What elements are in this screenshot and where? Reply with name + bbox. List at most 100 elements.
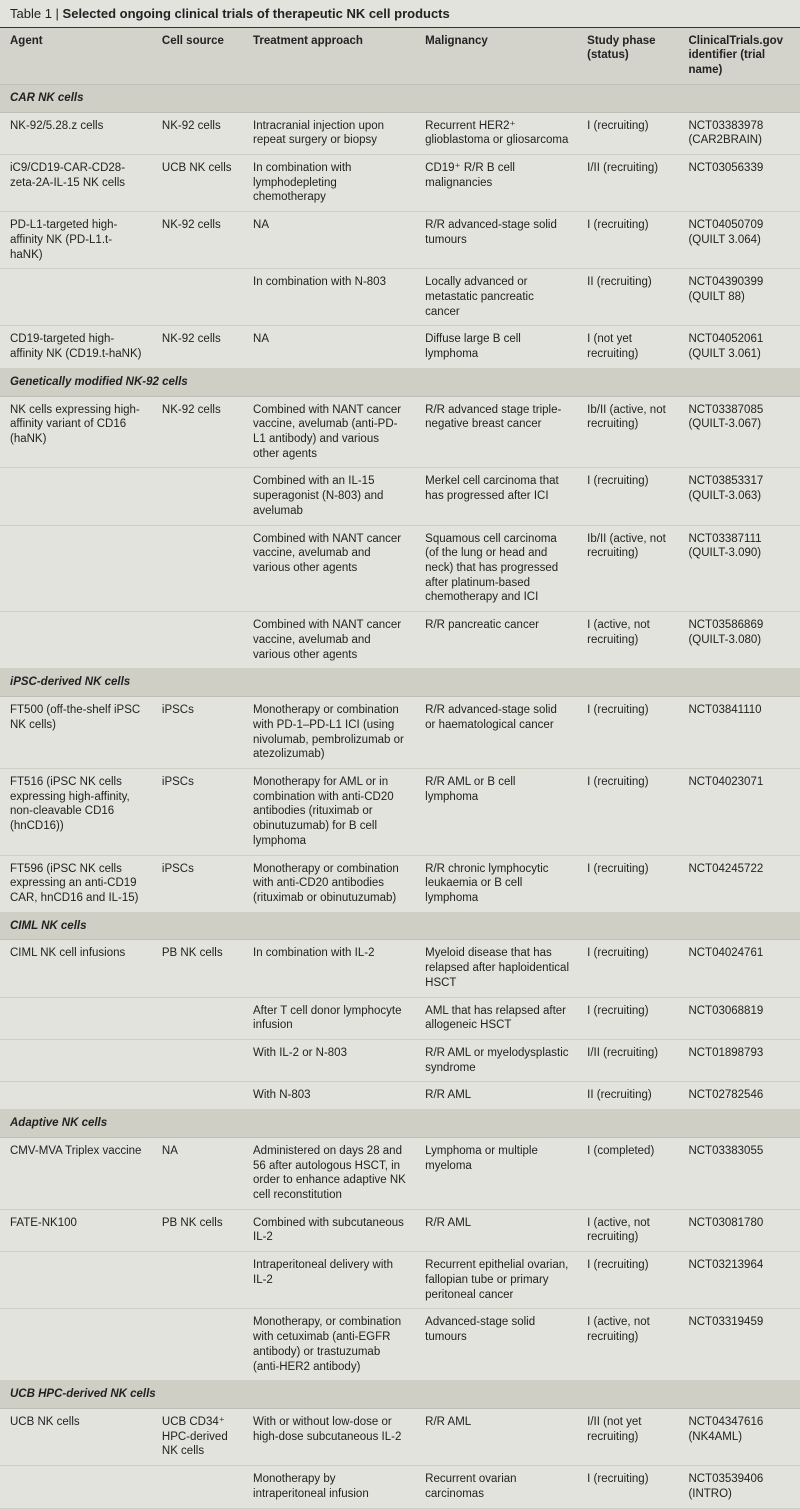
cell-source: PB NK cells	[152, 1209, 243, 1251]
cell-source	[152, 525, 243, 612]
table-row: NK-92/5.28.z cellsNK-92 cellsIntracrania…	[0, 112, 800, 154]
cell-source: NK-92 cells	[152, 212, 243, 269]
table-row: UCB NK cellsUCB CD34⁺ HPC-derived NK cel…	[0, 1408, 800, 1465]
cell-phase: I (recruiting)	[577, 1252, 678, 1309]
table-row: CIML NK cell infusionsPB NK cellsIn comb…	[0, 940, 800, 997]
cell-source: NK-92 cells	[152, 112, 243, 154]
cell-malignancy: Recurrent ovarian carcinomas	[415, 1466, 577, 1508]
cell-phase: I (active, not recruiting)	[577, 1209, 678, 1251]
cell-source: iPSCs	[152, 697, 243, 769]
cell-phase: I (recruiting)	[577, 768, 678, 855]
cell-malignancy: Myeloid disease that has relapsed after …	[415, 940, 577, 997]
section-name: Genetically modified NK-92 cells	[0, 368, 800, 396]
cell-trial-id: NCT03853317 (QUILT-3.063)	[678, 468, 800, 525]
cell-treatment: Monotherapy or combination with anti-CD2…	[243, 855, 415, 912]
cell-phase: I (not yet recruiting)	[577, 326, 678, 368]
cell-malignancy: R/R AML	[415, 1408, 577, 1465]
cell-source: UCB CD34⁺ HPC-derived NK cells	[152, 1408, 243, 1465]
cell-phase: I (recruiting)	[577, 112, 678, 154]
table-row: FATE-NK100PB NK cellsCombined with subcu…	[0, 1209, 800, 1251]
col-trial-id: ClinicalTrials.gov identifier (trial nam…	[678, 28, 800, 85]
cell-malignancy: CD19⁺ R/R B cell malignancies	[415, 154, 577, 211]
cell-treatment: With N-803	[243, 1082, 415, 1110]
cell-agent: FATE-NK100	[0, 1209, 152, 1251]
cell-agent	[0, 525, 152, 612]
cell-source	[152, 468, 243, 525]
table-row: After T cell donor lymphocyte infusionAM…	[0, 997, 800, 1039]
table-row: In combination with N-803Locally advance…	[0, 269, 800, 326]
table-row: FT500 (off-the-shelf iPSC NK cells)iPSCs…	[0, 697, 800, 769]
cell-phase: I/II (recruiting)	[577, 154, 678, 211]
cell-agent	[0, 1466, 152, 1508]
cell-phase: I (recruiting)	[577, 940, 678, 997]
cell-trial-id: NCT04390399 (QUILT 88)	[678, 269, 800, 326]
cell-phase: I (recruiting)	[577, 212, 678, 269]
cell-trial-id: NCT04023071	[678, 768, 800, 855]
cell-treatment: NA	[243, 326, 415, 368]
cell-phase: I (recruiting)	[577, 1466, 678, 1508]
cell-treatment: In combination with IL-2	[243, 940, 415, 997]
cell-source	[152, 269, 243, 326]
section-name: CIML NK cells	[0, 912, 800, 940]
cell-trial-id: NCT03213964	[678, 1252, 800, 1309]
table-row: iC9/CD19-CAR-CD28-zeta-2A-IL-15 NK cells…	[0, 154, 800, 211]
cell-malignancy: Lymphoma or multiple myeloma	[415, 1137, 577, 1209]
cell-agent: PD-L1-targeted high-affinity NK (PD-L1.t…	[0, 212, 152, 269]
cell-malignancy: Squamous cell carcinoma (of the lung or …	[415, 525, 577, 612]
cell-phase: I (recruiting)	[577, 468, 678, 525]
table-row: Combined with an IL-15 superagonist (N-8…	[0, 468, 800, 525]
cell-trial-id: NCT04347616 (NK4AML)	[678, 1408, 800, 1465]
cell-trial-id: NCT03068819	[678, 997, 800, 1039]
table-row: Combined with NANT cancer vaccine, avelu…	[0, 525, 800, 612]
cell-malignancy: Recurrent epithelial ovarian, fallopian …	[415, 1252, 577, 1309]
cell-malignancy: R/R advanced-stage solid or haematologic…	[415, 697, 577, 769]
cell-treatment: Monotherapy by intraperitoneal infusion	[243, 1466, 415, 1508]
cell-trial-id: NCT04024761	[678, 940, 800, 997]
cell-treatment: In combination with lymphodepleting chem…	[243, 154, 415, 211]
cell-malignancy: R/R advanced-stage solid tumours	[415, 212, 577, 269]
cell-treatment: After T cell donor lymphocyte infusion	[243, 997, 415, 1039]
cell-agent: CIML NK cell infusions	[0, 940, 152, 997]
cell-source	[152, 1252, 243, 1309]
cell-treatment: Intracranial injection upon repeat surge…	[243, 112, 415, 154]
col-agent: Agent	[0, 28, 152, 85]
cell-agent: NK cells expressing high-affinity varian…	[0, 396, 152, 468]
cell-agent	[0, 269, 152, 326]
cell-phase: I/II (recruiting)	[577, 1040, 678, 1082]
cell-trial-id: NCT01898793	[678, 1040, 800, 1082]
cell-trial-id: NCT04245722	[678, 855, 800, 912]
cell-trial-id: NCT04052061 (QUILT 3.061)	[678, 326, 800, 368]
section-header: CAR NK cells	[0, 84, 800, 112]
cell-malignancy: R/R AML or myelodysplastic syndrome	[415, 1040, 577, 1082]
cell-malignancy: R/R AML	[415, 1082, 577, 1110]
table-row: FT596 (iPSC NK cells expressing an anti-…	[0, 855, 800, 912]
cell-treatment: Monotherapy or combination with PD-1–PD-…	[243, 697, 415, 769]
cell-phase: Ib/II (active, not recruiting)	[577, 525, 678, 612]
cell-treatment: Combined with NANT cancer vaccine, avelu…	[243, 396, 415, 468]
cell-agent	[0, 468, 152, 525]
col-cell-source: Cell source	[152, 28, 243, 85]
cell-trial-id: NCT03383978 (CAR2BRAIN)	[678, 112, 800, 154]
cell-treatment: With or without low-dose or high-dose su…	[243, 1408, 415, 1465]
cell-agent	[0, 997, 152, 1039]
cell-trial-id: NCT04050709 (QUILT 3.064)	[678, 212, 800, 269]
cell-phase: I (active, not recruiting)	[577, 612, 678, 669]
cell-agent: CD19-targeted high-affinity NK (CD19.t-h…	[0, 326, 152, 368]
section-header: UCB HPC-derived NK cells	[0, 1381, 800, 1409]
cell-source	[152, 997, 243, 1039]
cell-malignancy: R/R AML	[415, 1209, 577, 1251]
section-header: Adaptive NK cells	[0, 1110, 800, 1138]
table-row: PD-L1-targeted high-affinity NK (PD-L1.t…	[0, 212, 800, 269]
cell-trial-id: NCT03387085 (QUILT-3.067)	[678, 396, 800, 468]
cell-source: PB NK cells	[152, 940, 243, 997]
table-label: Table 1 |	[10, 6, 59, 21]
cell-source	[152, 1082, 243, 1110]
section-name: iPSC-derived NK cells	[0, 669, 800, 697]
cell-agent: FT500 (off-the-shelf iPSC NK cells)	[0, 697, 152, 769]
section-name: CAR NK cells	[0, 84, 800, 112]
table-row: CMV-MVA Triplex vaccineNAAdministered on…	[0, 1137, 800, 1209]
cell-treatment: Combined with NANT cancer vaccine, avelu…	[243, 612, 415, 669]
table-caption: Selected ongoing clinical trials of ther…	[63, 6, 450, 21]
table-row: With N-803R/R AMLII (recruiting)NCT02782…	[0, 1082, 800, 1110]
cell-trial-id: NCT02782546	[678, 1082, 800, 1110]
